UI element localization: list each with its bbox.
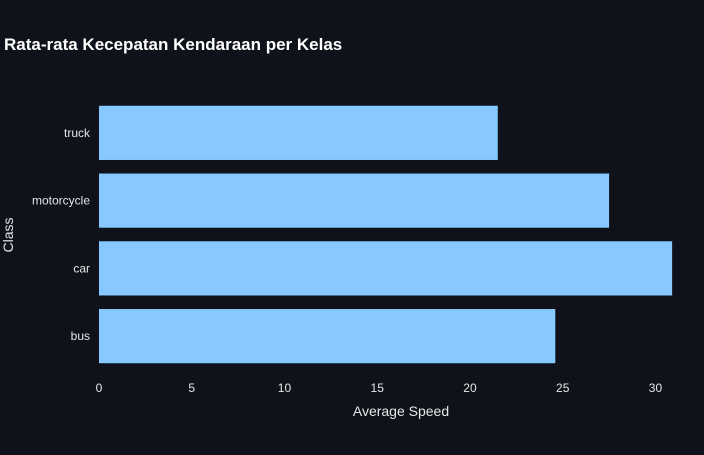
bars-layer: [99, 105, 673, 364]
x-tick-label-0: 0: [96, 381, 103, 395]
x-tick-label-5: 5: [188, 381, 195, 395]
x-tick-label-30: 30: [649, 381, 663, 395]
y-tick-label-car: car: [73, 261, 90, 275]
x-axis-title: Average Speed: [353, 403, 449, 419]
x-tick-labels: 0 5 10 15 20 25 30: [96, 381, 663, 395]
x-tick-label-15: 15: [371, 381, 385, 395]
y-axis-title: Class: [0, 217, 16, 252]
bar-motorcycle: [99, 173, 610, 228]
x-tick-label-20: 20: [463, 381, 477, 395]
x-tick-label-25: 25: [556, 381, 570, 395]
chart-title: Rata-rata Kecepatan Kendaraan per Kelas: [4, 35, 342, 54]
y-tick-label-bus: bus: [71, 329, 90, 343]
bar-car: [99, 241, 673, 296]
y-tick-labels: bus car motorcycle truck: [32, 126, 91, 343]
y-tick-label-truck: truck: [64, 126, 91, 140]
bar-truck: [99, 105, 498, 160]
bar-bus: [99, 309, 556, 364]
y-tick-label-motorcycle: motorcycle: [32, 194, 90, 208]
x-tick-label-10: 10: [278, 381, 292, 395]
